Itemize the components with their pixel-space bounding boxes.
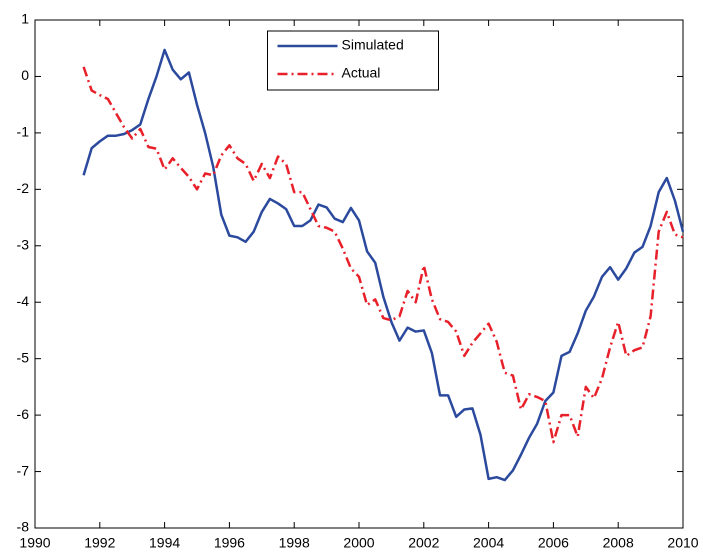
- x-tick-label: 1996: [214, 535, 245, 551]
- legend-box: [267, 30, 439, 91]
- plot-area: [34, 19, 684, 529]
- y-tick-label: 0: [21, 67, 29, 83]
- x-tick-label: 2010: [667, 535, 698, 551]
- x-tick-label: 2008: [603, 535, 634, 551]
- legend-label: Actual: [342, 65, 381, 81]
- x-tick-label: 2002: [408, 535, 439, 551]
- x-tick-label: 2000: [343, 535, 374, 551]
- legend-label: Simulated: [342, 37, 404, 53]
- x-tick-label: 1992: [84, 535, 115, 551]
- y-tick-label: -7: [17, 462, 30, 478]
- x-tick-label: 1998: [279, 535, 310, 551]
- series-line: [82, 48, 685, 482]
- y-tick-label: -8: [17, 519, 30, 535]
- y-tick-label: -5: [17, 349, 30, 365]
- x-tick-label: 2006: [538, 535, 569, 551]
- x-tick-label: 2004: [473, 535, 504, 551]
- y-tick-label: 1: [21, 11, 29, 27]
- y-tick-label: -3: [17, 236, 30, 252]
- x-tick-label: 1990: [19, 535, 50, 551]
- x-tick-label: 1994: [149, 535, 180, 551]
- y-tick-label: -6: [17, 406, 30, 422]
- y-tick-label: -2: [17, 180, 30, 196]
- y-tick-label: -1: [17, 124, 30, 140]
- y-tick-label: -4: [17, 293, 30, 309]
- series-line: [82, 66, 684, 444]
